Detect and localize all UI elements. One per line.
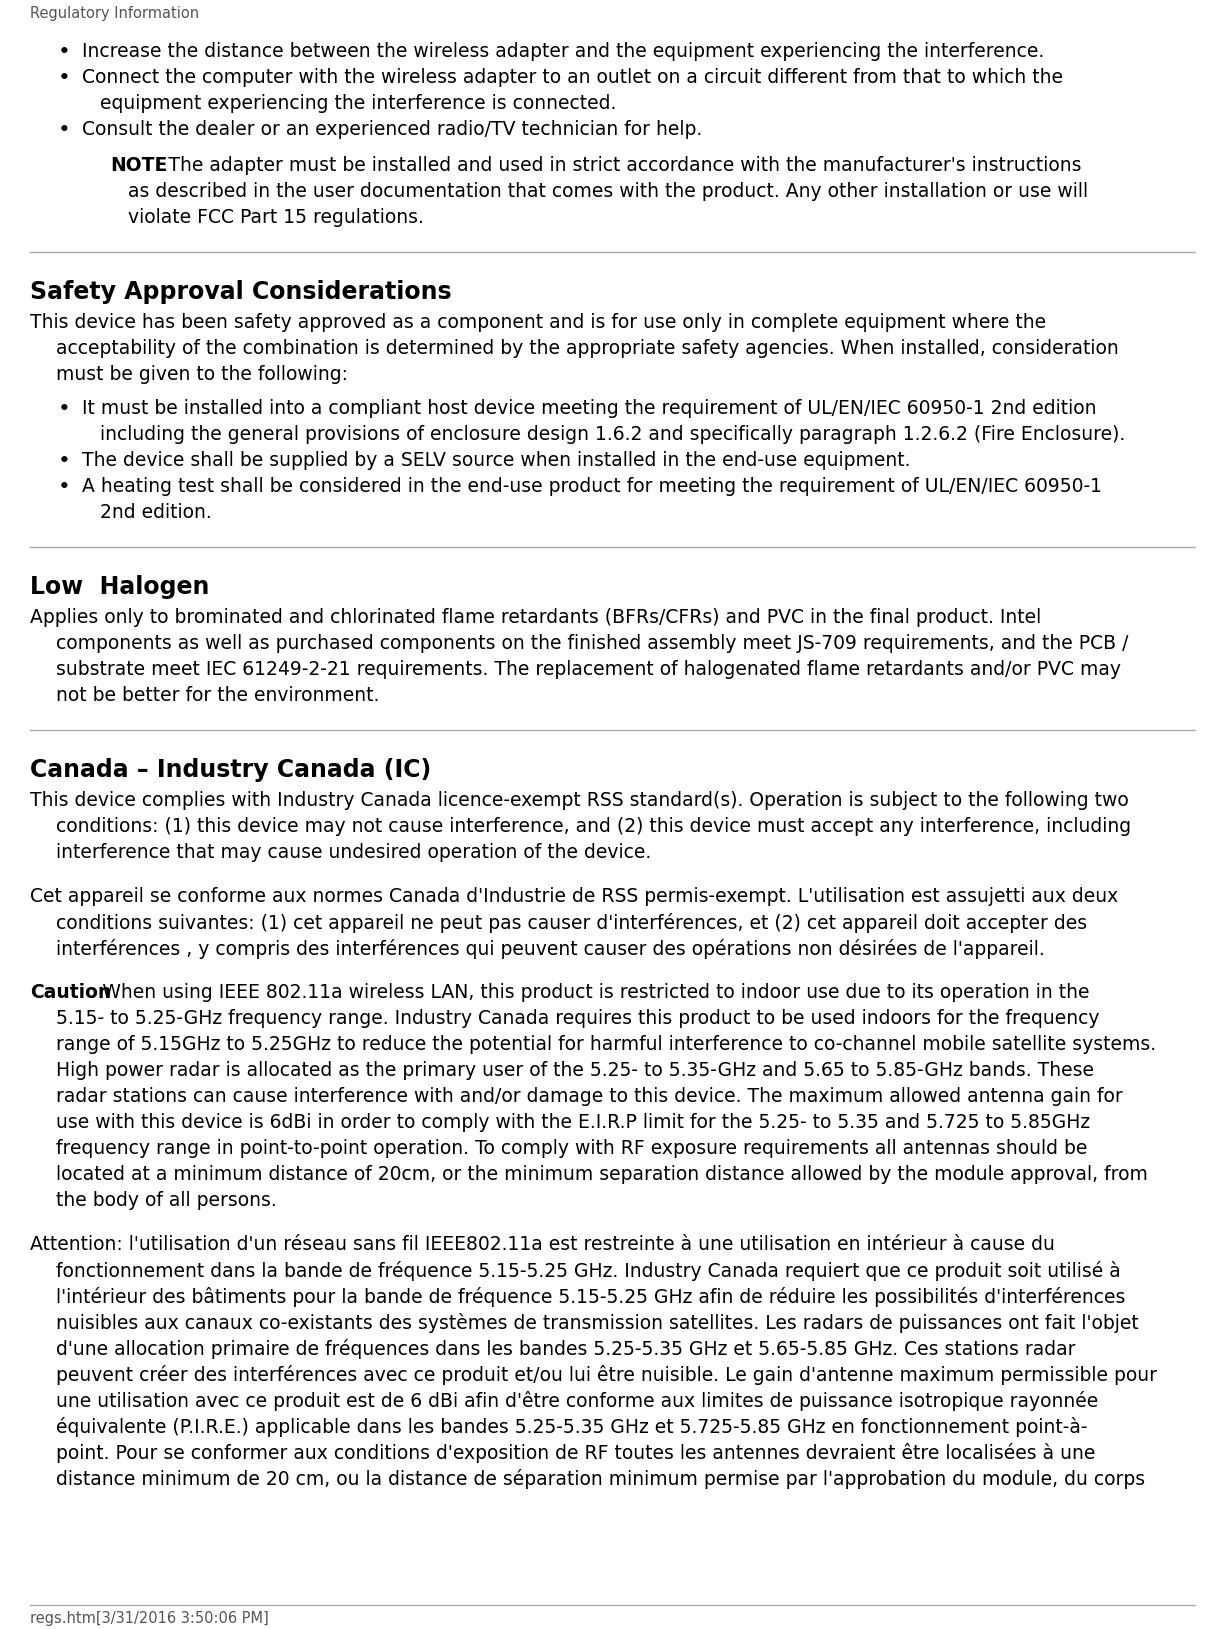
Text: fonctionnement dans la bande de fréquence 5.15-5.25 GHz. Industry Canada requier: fonctionnement dans la bande de fréquenc… [57,1261,1121,1280]
Text: Low  Halogen: Low Halogen [29,575,209,599]
Text: The device shall be supplied by a SELV source when installed in the end-use equi: The device shall be supplied by a SELV s… [82,451,911,471]
Text: Attention: l'utilisation d'un réseau sans fil IEEE802.11a est restreinte à une u: Attention: l'utilisation d'un réseau san… [29,1235,1054,1254]
Text: Applies only to brominated and chlorinated flame retardants (BFRs/CFRs) and PVC : Applies only to brominated and chlorinat… [29,608,1041,627]
Text: Canada – Industry Canada (IC): Canada – Industry Canada (IC) [29,757,431,782]
Text: Regulatory Information: Regulatory Information [29,7,199,21]
Text: including the general provisions of enclosure design 1.6.2 and specifically para: including the general provisions of encl… [100,425,1126,445]
Text: Consult the dealer or an experienced radio/TV technician for help.: Consult the dealer or an experienced rad… [82,121,702,138]
Text: must be given to the following:: must be given to the following: [57,365,348,384]
Text: It must be installed into a compliant host device meeting the requirement of UL/: It must be installed into a compliant ho… [82,399,1096,419]
Text: 5.15- to 5.25-GHz frequency range. Industry Canada requires this product to be u: 5.15- to 5.25-GHz frequency range. Indus… [57,1008,1100,1028]
Text: nuisibles aux canaux co-existants des systèmes de transmission satellites. Les r: nuisibles aux canaux co-existants des sy… [57,1313,1139,1333]
Text: •: • [58,399,71,419]
Text: Caution: Caution [29,982,112,1002]
Text: High power radar is allocated as the primary user of the 5.25- to 5.35-GHz and 5: High power radar is allocated as the pri… [57,1060,1094,1080]
Text: : The adapter must be installed and used in strict accordance with the manufactu: : The adapter must be installed and used… [156,156,1082,174]
Text: 2nd edition.: 2nd edition. [100,503,211,521]
Text: regs.htm[3/31/2016 3:50:06 PM]: regs.htm[3/31/2016 3:50:06 PM] [29,1611,269,1626]
Text: range of 5.15GHz to 5.25GHz to reduce the potential for harmful interference to : range of 5.15GHz to 5.25GHz to reduce th… [57,1034,1156,1054]
Text: : When using IEEE 802.11a wireless LAN, this product is restricted to indoor use: : When using IEEE 802.11a wireless LAN, … [90,982,1089,1002]
Text: as described in the user documentation that comes with the product. Any other in: as described in the user documentation t… [128,182,1088,200]
Text: interference that may cause undesired operation of the device.: interference that may cause undesired op… [57,842,651,862]
Text: This device has been safety approved as a component and is for use only in compl: This device has been safety approved as … [29,313,1046,332]
Text: NOTE: NOTE [111,156,167,174]
Text: Cet appareil se conforme aux normes Canada d'Industrie de RSS permis-exempt. L'u: Cet appareil se conforme aux normes Cana… [29,888,1118,906]
Text: equipment experiencing the interference is connected.: equipment experiencing the interference … [100,94,617,112]
Text: A heating test shall be considered in the end-use product for meeting the requir: A heating test shall be considered in th… [82,477,1102,495]
Text: conditions: (1) this device may not cause interference, and (2) this device must: conditions: (1) this device may not caus… [57,818,1131,836]
Text: point. Pour se conformer aux conditions d'exposition de RF toutes les antennes d: point. Pour se conformer aux conditions … [57,1443,1095,1463]
Text: distance minimum de 20 cm, ou la distance de séparation minimum permise par l'ap: distance minimum de 20 cm, ou la distanc… [57,1469,1145,1489]
Text: Increase the distance between the wireless adapter and the equipment experiencin: Increase the distance between the wirele… [82,42,1045,60]
Text: use with this device is 6dBi in order to comply with the E.I.R.P limit for the 5: use with this device is 6dBi in order to… [57,1113,1090,1132]
Text: •: • [58,121,71,140]
Text: •: • [58,42,71,62]
Text: located at a minimum distance of 20cm, or the minimum separation distance allowe: located at a minimum distance of 20cm, o… [57,1165,1148,1184]
Text: violate FCC Part 15 regulations.: violate FCC Part 15 regulations. [128,209,424,226]
Text: This device complies with Industry Canada licence-exempt RSS standard(s). Operat: This device complies with Industry Canad… [29,792,1128,810]
Text: components as well as purchased components on the finished assembly meet JS-709 : components as well as purchased componen… [57,634,1128,653]
Text: d'une allocation primaire de fréquences dans les bandes 5.25-5.35 GHz et 5.65-5.: d'une allocation primaire de fréquences … [57,1339,1075,1359]
Text: une utilisation avec ce produit est de 6 dBi afin d'être conforme aux limites de: une utilisation avec ce produit est de 6… [57,1391,1099,1411]
Text: conditions suivantes: (1) cet appareil ne peut pas causer d'interférences, et (2: conditions suivantes: (1) cet appareil n… [57,912,1088,933]
Text: équivalente (P.I.R.E.) applicable dans les bandes 5.25-5.35 GHz et 5.725-5.85 GH: équivalente (P.I.R.E.) applicable dans l… [57,1417,1088,1437]
Text: Connect the computer with the wireless adapter to an outlet on a circuit differe: Connect the computer with the wireless a… [82,68,1063,86]
Text: the body of all persons.: the body of all persons. [57,1191,277,1210]
Text: radar stations can cause interference with and/or damage to this device. The max: radar stations can cause interference wi… [57,1087,1123,1106]
Text: l'intérieur des bâtiments pour la bande de fréquence 5.15-5.25 GHz afin de rédui: l'intérieur des bâtiments pour la bande … [57,1287,1126,1306]
Text: not be better for the environment.: not be better for the environment. [57,686,380,705]
Text: •: • [58,68,71,88]
Text: substrate meet IEC 61249-2-21 requirements. The replacement of halogenated flame: substrate meet IEC 61249-2-21 requiremen… [57,660,1121,679]
Text: frequency range in point-to-point operation. To comply with RF exposure requirem: frequency range in point-to-point operat… [57,1139,1088,1158]
Text: •: • [58,451,71,471]
Text: interférences , y compris des interférences qui peuvent causer des opérations no: interférences , y compris des interféren… [57,938,1045,959]
Text: acceptability of the combination is determined by the appropriate safety agencie: acceptability of the combination is dete… [57,339,1118,358]
Text: •: • [58,477,71,497]
Text: Safety Approval Considerations: Safety Approval Considerations [29,280,451,305]
Text: peuvent créer des interférences avec ce produit et/ou lui être nuisible. Le gain: peuvent créer des interférences avec ce … [57,1365,1156,1385]
